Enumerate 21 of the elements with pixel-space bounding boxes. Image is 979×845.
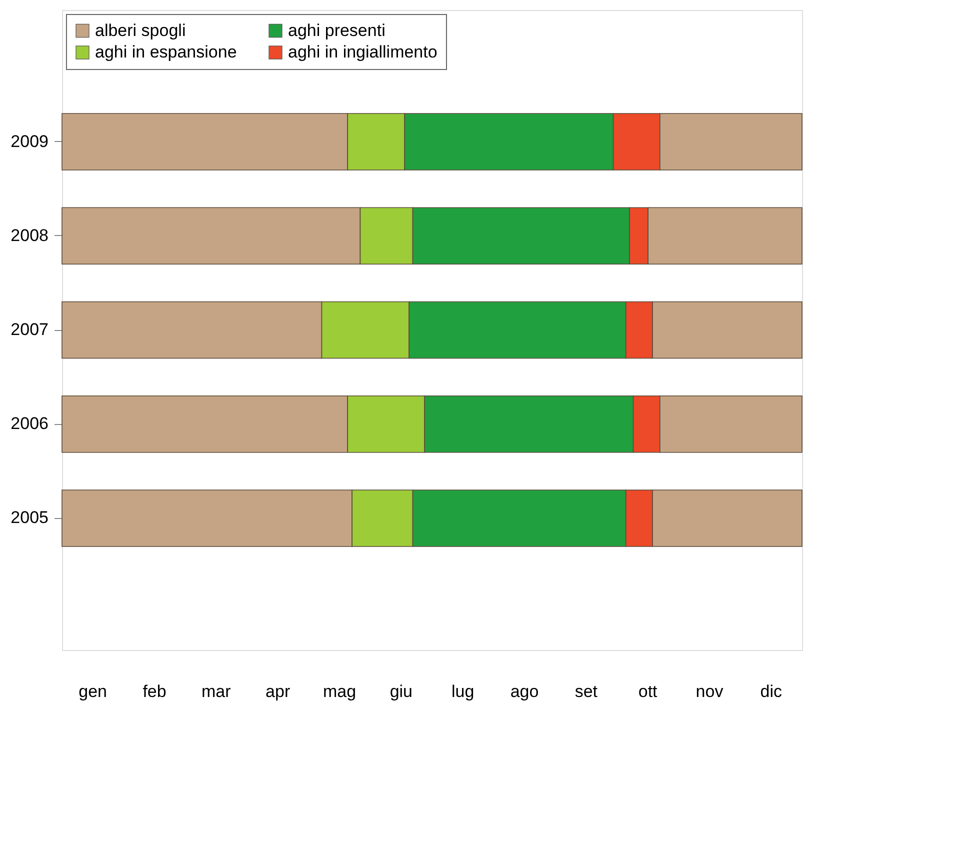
y-tick-label: 2007 [10,320,48,339]
y-tick-label: 2005 [10,508,48,528]
text: nov [696,682,724,701]
text: dic [760,682,783,701]
y-tick-label: 2008 [10,226,48,245]
text: feb [142,682,166,701]
y-tick-label: 2009 [10,132,48,151]
legend-label: aghi in espansione [95,42,237,62]
text: apr [266,682,290,701]
text: set [574,682,598,701]
text: gen [78,682,108,701]
text: giu [390,682,413,701]
text: lug [451,682,474,701]
text: ago [510,682,539,701]
legend-label: alberi spogli [95,20,186,40]
y-tick-label: 2006 [10,414,48,434]
text: mar [202,682,232,701]
legend-label: aghi in ingiallimento [288,42,438,62]
legend-label: aghi presenti [288,20,386,40]
text: ott [638,682,658,701]
text: mag [322,682,356,701]
